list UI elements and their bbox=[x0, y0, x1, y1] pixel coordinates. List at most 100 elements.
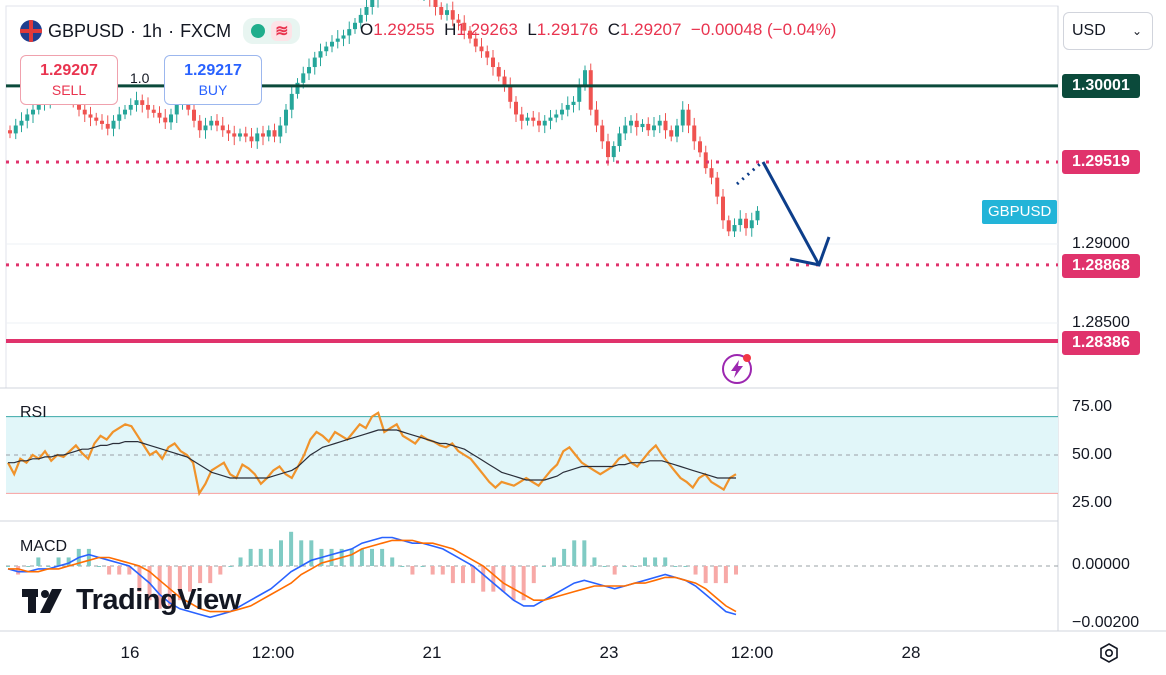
macd-histogram-bar bbox=[26, 566, 31, 567]
resistance-price-tag: 1.30001 bbox=[1062, 74, 1140, 98]
candle-body bbox=[88, 114, 93, 118]
candle-body bbox=[652, 125, 656, 131]
candle-body bbox=[554, 114, 559, 118]
candle-body bbox=[531, 117, 536, 121]
macd-histogram-bar bbox=[521, 566, 526, 601]
candle-body bbox=[261, 133, 265, 137]
candle-body bbox=[324, 46, 329, 52]
candle-body bbox=[100, 120, 104, 124]
macd-signal-line bbox=[8, 539, 737, 613]
macd-histogram-bar bbox=[258, 548, 263, 566]
candle-body bbox=[249, 136, 254, 142]
rsi-tick: 75.00 bbox=[1072, 398, 1113, 415]
currency-value: USD bbox=[1072, 22, 1106, 39]
candle-body bbox=[284, 109, 288, 126]
rsi-pane-label[interactable]: RSI bbox=[20, 404, 47, 421]
candle-body bbox=[709, 168, 714, 178]
candle-body bbox=[232, 133, 237, 137]
candle-body bbox=[347, 29, 352, 36]
candle-body bbox=[514, 101, 518, 115]
candle-body bbox=[307, 67, 311, 74]
candle-body bbox=[611, 146, 616, 158]
currency-select[interactable]: USD ⌄ bbox=[1063, 12, 1153, 50]
symbol-header[interactable]: GBPUSD · 1h · FXCM ≋ bbox=[20, 18, 301, 44]
rsi-tick: 50.00 bbox=[1072, 446, 1113, 463]
macd-histogram-bar bbox=[713, 566, 718, 584]
candle-body bbox=[680, 109, 685, 126]
macd-histogram-bar bbox=[188, 566, 192, 592]
candle-body bbox=[565, 104, 570, 110]
candle-body bbox=[594, 109, 599, 126]
candle-body bbox=[703, 152, 708, 169]
close-value: 1.29207 bbox=[619, 20, 682, 39]
candle-body bbox=[462, 22, 467, 31]
candle-body bbox=[318, 51, 323, 58]
macd-histogram-bar bbox=[541, 566, 546, 567]
candle-body bbox=[617, 133, 622, 147]
macd-histogram-bar bbox=[410, 566, 415, 575]
macd-histogram-bar bbox=[592, 557, 597, 566]
settings-gear-icon[interactable] bbox=[1098, 642, 1120, 664]
candle-body bbox=[36, 104, 41, 110]
macd-histogram-bar bbox=[349, 548, 354, 566]
sell-button[interactable]: 1.29207 SELL bbox=[20, 55, 118, 105]
time-tick: 12:00 bbox=[730, 643, 774, 662]
candle-body bbox=[157, 112, 162, 118]
macd-histogram-bar bbox=[268, 548, 273, 566]
macd-tick: −0.00200 bbox=[1072, 614, 1140, 631]
rsi-tick: 25.00 bbox=[1072, 494, 1113, 511]
macd-histogram-bar bbox=[198, 566, 203, 584]
macd-histogram-bar bbox=[359, 548, 364, 566]
macd-histogram-bar bbox=[420, 566, 425, 567]
candle-body bbox=[629, 120, 633, 126]
macd-histogram-bar bbox=[673, 566, 678, 567]
sell-price: 1.29207 bbox=[40, 62, 98, 79]
candle-body bbox=[738, 218, 743, 226]
candle-body bbox=[663, 120, 668, 131]
candle-body bbox=[364, 7, 369, 15]
candle-body bbox=[548, 117, 553, 121]
symbol-name: GBPUSD bbox=[48, 20, 125, 41]
macd-histogram-bar bbox=[228, 566, 233, 567]
candle-body bbox=[105, 123, 110, 129]
candle-body bbox=[721, 196, 725, 221]
candle-body bbox=[473, 38, 478, 47]
macd-histogram-bar bbox=[501, 566, 506, 592]
buy-button[interactable]: 1.29217 BUY bbox=[164, 55, 262, 105]
candle-body bbox=[588, 70, 593, 110]
candle-body bbox=[445, 10, 449, 15]
chevron-down-icon: ⌄ bbox=[1131, 24, 1142, 38]
macd-histogram-bar bbox=[46, 566, 51, 567]
tradingview-logo[interactable]: TradingView bbox=[22, 584, 241, 617]
time-tick: 28 bbox=[901, 643, 921, 662]
macd-histogram-bar bbox=[481, 566, 486, 592]
candle-body bbox=[13, 125, 18, 134]
candle-body bbox=[163, 117, 168, 123]
macd-histogram-bar bbox=[552, 557, 556, 566]
macd-histogram-bar bbox=[572, 540, 577, 566]
symbol-separator: · bbox=[168, 20, 175, 41]
market-status-pill[interactable]: ≋ bbox=[243, 18, 301, 44]
macd-histogram-bar bbox=[127, 566, 132, 575]
candle-body bbox=[117, 114, 122, 121]
quantity-label[interactable]: 1.0 bbox=[130, 70, 150, 86]
candle-body bbox=[94, 117, 99, 121]
macd-histogram-bar bbox=[663, 557, 668, 566]
time-tick: 21 bbox=[422, 643, 442, 662]
candle-body bbox=[485, 51, 490, 58]
high-value: 1.29263 bbox=[456, 20, 518, 39]
interval-label: 1h bbox=[142, 20, 163, 41]
time-tick: 12:00 bbox=[251, 643, 295, 662]
macd-histogram-bar bbox=[117, 566, 122, 575]
lightning-icon[interactable] bbox=[721, 353, 753, 385]
candle-body bbox=[583, 70, 587, 86]
candle-body bbox=[146, 104, 150, 110]
macd-pane-label[interactable]: MACD bbox=[20, 538, 68, 555]
candle-body bbox=[433, 0, 438, 8]
candle-body bbox=[123, 109, 127, 115]
candle-body bbox=[209, 120, 214, 126]
support-price-tag: 1.28386 bbox=[1062, 331, 1140, 355]
macd-histogram-bar bbox=[450, 566, 455, 584]
candle-body bbox=[439, 7, 444, 15]
